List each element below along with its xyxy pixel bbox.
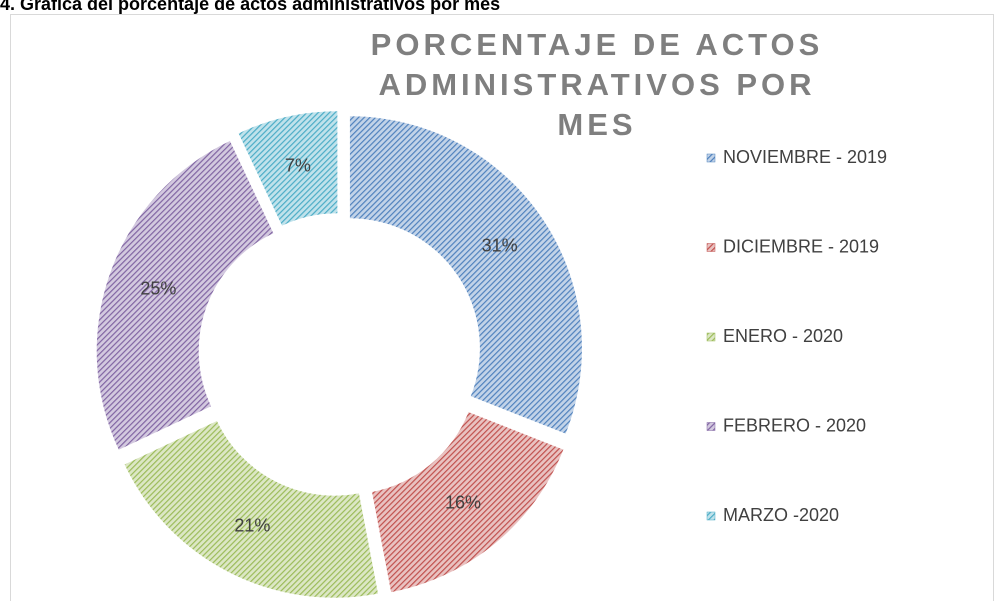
chart-title: PORCENTAJE DE ACTOS ADMINISTRATIVOS POR ME…	[371, 27, 824, 142]
data-label: 16%	[445, 492, 481, 512]
data-label: 21%	[234, 516, 270, 536]
donut-slice	[96, 141, 274, 450]
legend-swatch	[706, 153, 716, 163]
caption: 4. Gráfica del porcentaje de actos admin…	[0, 0, 500, 14]
legend-swatch	[706, 332, 716, 342]
data-label: 25%	[140, 278, 176, 298]
donut-slice	[238, 111, 338, 226]
legend-swatch	[706, 243, 716, 252]
legend-label: ENERO - 2020	[723, 326, 843, 346]
legend-label: NOVIEMBRE - 2019	[723, 147, 887, 167]
donut-slice	[124, 421, 379, 598]
legend-label: FEBRERO - 2020	[723, 415, 866, 435]
legend-swatch	[706, 511, 716, 521]
donut-slice	[349, 116, 582, 434]
legend-label: MARZO -2020	[723, 505, 839, 525]
legend-label: DICIEMBRE - 2019	[723, 236, 879, 256]
donut-slice	[372, 412, 564, 593]
legend-swatch	[706, 422, 716, 431]
data-label: 7%	[285, 155, 311, 175]
data-label: 31%	[482, 235, 518, 255]
